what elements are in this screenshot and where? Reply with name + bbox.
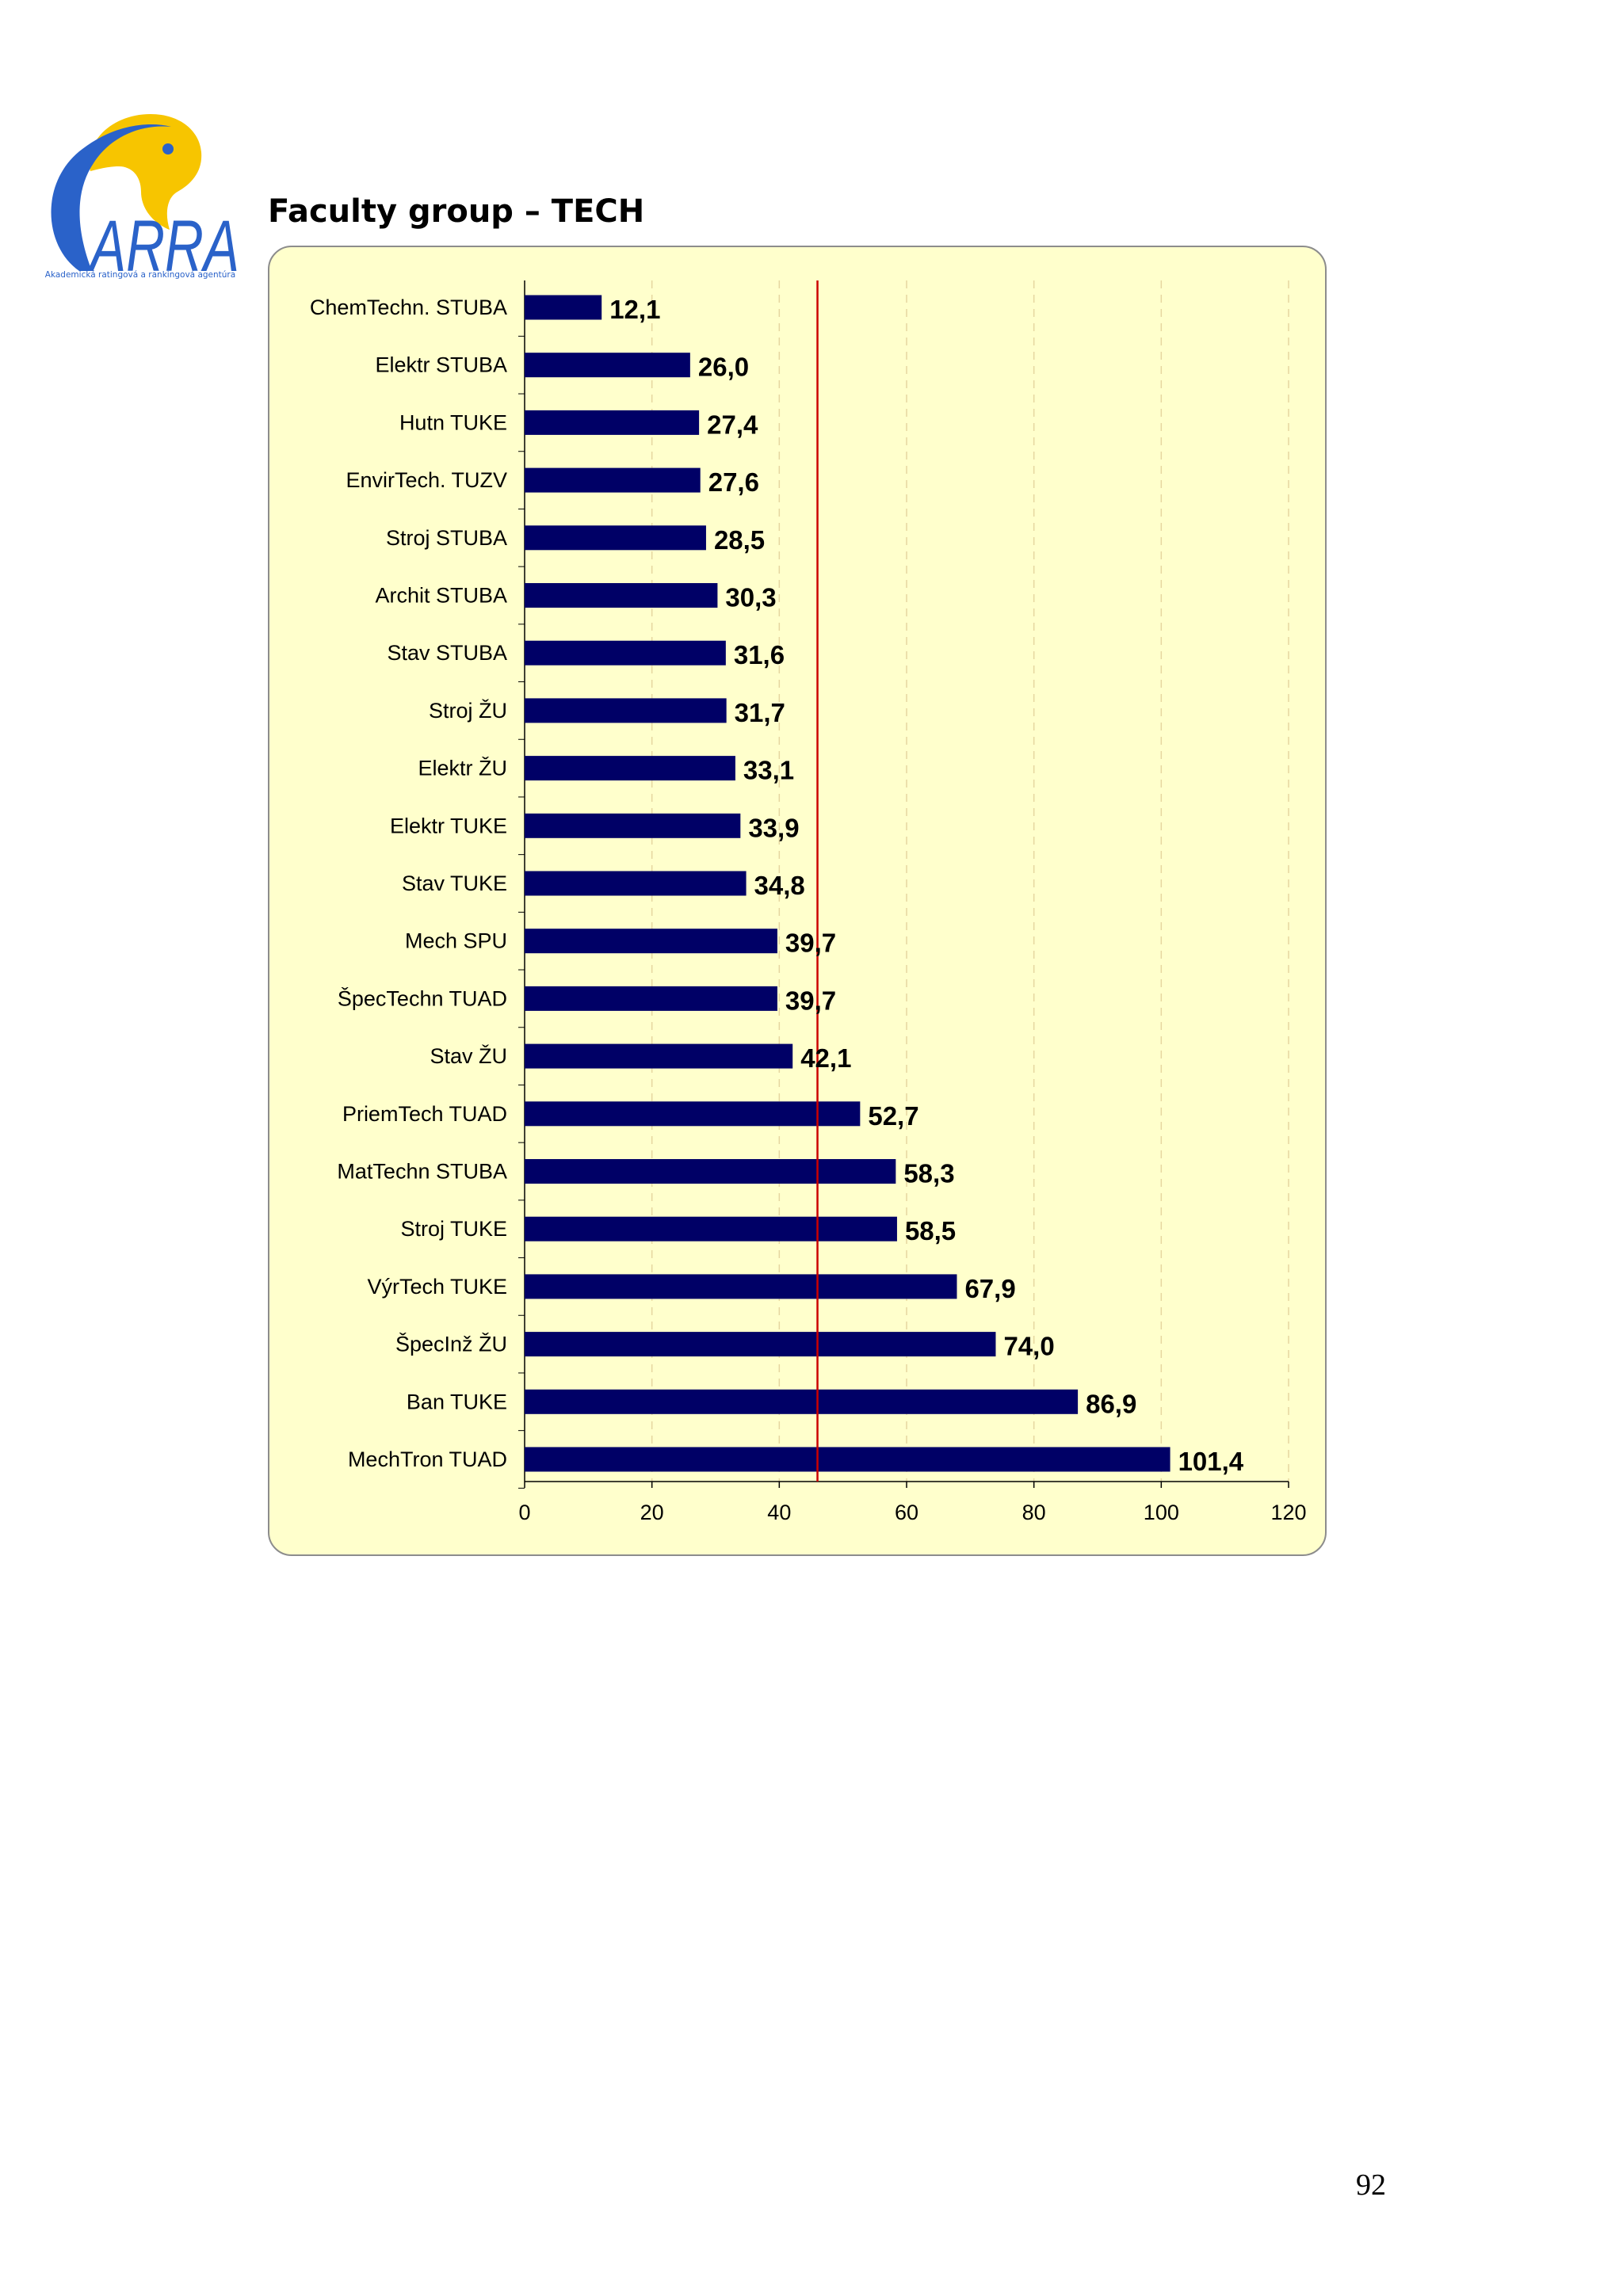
category-label: ChemTechn. STUBA [310,296,507,319]
category-label: Stroj STUBA [386,526,507,550]
category-label: ŠpecTechn TUAD [338,986,507,1010]
value-label: 12,1 [609,295,660,324]
category-label: Elektr TUKE [390,814,507,837]
category-label: PriemTech TUAD [342,1102,507,1126]
bar [525,467,701,493]
value-label: 27,4 [707,410,758,439]
value-label: 33,1 [743,756,794,785]
category-label: VýrTech TUKE [367,1275,507,1299]
category-label: Mech SPU [405,929,507,953]
value-label: 39,7 [785,986,836,1015]
category-label: ŠpecInž ŽU [395,1332,507,1356]
bar [525,698,727,723]
bar [525,813,741,838]
value-label: 39,7 [785,929,836,958]
category-label: Stav TUKE [402,871,507,895]
category-label: Hutn TUKE [399,410,507,434]
value-label: 58,3 [903,1159,954,1188]
category-label: Stav STUBA [387,641,507,665]
bar-chart: 0 20 40 60 80 100 120 ChemTechn. STUBA 12,1 Elek… [310,280,1307,1524]
value-label: 34,8 [754,871,805,900]
x-tick-label: 100 [1144,1501,1179,1524]
category-label: EnvirTech. TUZV [346,468,507,492]
category-label: Elektr ŽU [418,756,507,780]
value-label: 74,0 [1003,1332,1054,1361]
category-label: Stav ŽU [430,1043,507,1068]
value-label: 31,7 [735,698,785,727]
page-title: Faculty group – TECH [268,193,645,230]
value-label: 67,9 [964,1274,1015,1303]
bar [525,353,690,378]
value-label: 42,1 [800,1043,851,1073]
arra-logo: ARRA [51,114,239,287]
bar [525,1101,861,1127]
bar [525,1274,957,1299]
bar [525,295,602,320]
value-label: 52,7 [868,1101,918,1131]
bar [525,1389,1079,1414]
bar [525,410,700,435]
category-label: Elektr STUBA [375,353,507,377]
x-tick-label: 40 [767,1501,791,1524]
logo-parrot-icon [89,114,202,230]
category-label: MatTechn STUBA [337,1160,507,1184]
x-tick-label: 0 [518,1501,530,1524]
bar [525,986,777,1011]
label-layer: ChemTechn. STUBA 12,1 Elektr STUBA 26,0 Hutn… [310,295,1244,1476]
bar [525,1332,996,1357]
bar-layer [525,295,1170,1472]
value-label: 33,9 [748,813,799,842]
bar [525,1159,896,1184]
bar [525,1043,793,1069]
value-label: 26,0 [698,353,749,382]
bar [525,583,718,608]
x-tick-label: 20 [640,1501,664,1524]
value-label: 27,6 [708,467,759,497]
x-tick-label: 80 [1022,1501,1046,1524]
logo-eye-icon [162,143,174,154]
value-label: 28,5 [714,525,765,555]
value-label: 58,5 [905,1216,956,1245]
logo-text: ARRA [87,206,239,287]
bar [525,1447,1170,1472]
logo-swoosh-icon [51,124,171,271]
bar [525,756,735,781]
value-label: 31,6 [734,640,785,669]
value-label: 101,4 [1178,1447,1244,1476]
category-label: Archit STUBA [375,584,507,608]
page-number: 92 [1356,2168,1386,2202]
bar [525,1216,897,1241]
x-tick-label: 120 [1270,1501,1306,1524]
bar [525,525,706,551]
chart-panel: 0 20 40 60 80 100 120 ChemTechn. STUBA 12,1 Elek… [268,246,1327,1556]
bar [525,871,747,896]
category-label: Stroj ŽU [429,698,507,723]
logo-caption: Akademická ratingová a rankingová agentú… [44,270,236,280]
category-label: Stroj TUKE [400,1217,507,1241]
category-label: Ban TUKE [407,1390,507,1413]
bar [525,929,777,954]
value-label: 30,3 [725,583,776,612]
x-tick-label: 60 [895,1501,918,1524]
category-label: MechTron TUAD [348,1447,507,1471]
value-label: 86,9 [1086,1389,1136,1418]
bar [525,640,726,666]
